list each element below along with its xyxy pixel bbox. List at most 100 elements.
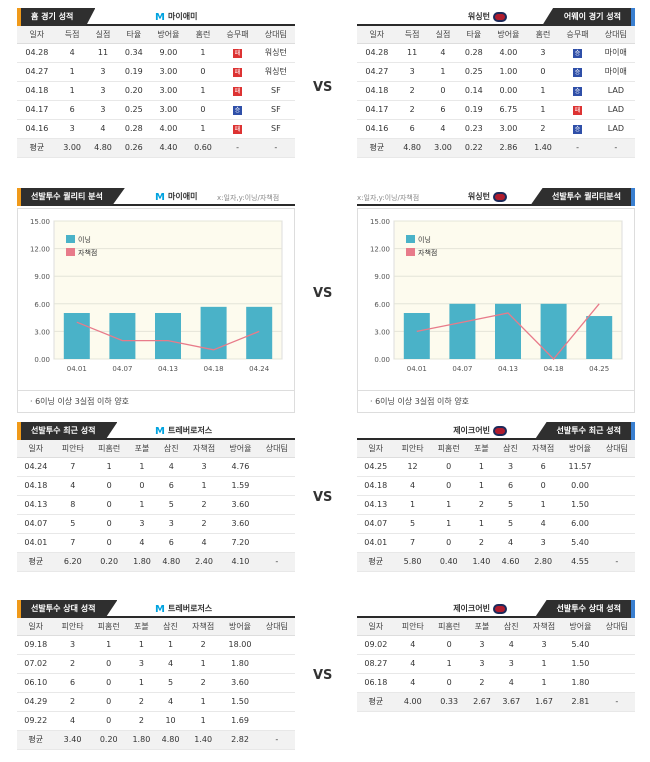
marlins-logo-icon: M (155, 191, 165, 203)
chart-note: · 6이닝 이상 3실점 이하 양호 (18, 390, 294, 412)
average-cell: - (598, 552, 635, 572)
column-header: 피안타 (54, 618, 91, 636)
table-cell: 04.13 (17, 495, 55, 515)
table-cell: 2 (185, 495, 223, 515)
legend-swatch-innings (406, 235, 415, 243)
table-cell: 4.00 (489, 43, 528, 63)
average-row: 평균 5.80 0.40 1.40 4.60 2.80 4.55- (357, 552, 635, 572)
average-cell: 1.40 (527, 138, 559, 158)
column-header: 승무패 (558, 26, 597, 44)
vs-label: VS (313, 668, 333, 683)
average-cell: 4.55 (561, 552, 599, 572)
table-cell: 6 (156, 533, 186, 553)
table-cell: 6.75 (489, 100, 528, 120)
home-record-panel: 홈 경기 성적 M 마이애미 일자 득점 실점 타율 방어율 홈런 승무패 상대팀 04.28 4 1… (17, 8, 295, 158)
column-header: 자책점 (525, 440, 562, 458)
table-cell: 1.80 (562, 673, 599, 693)
average-cell: 2.82 (221, 730, 259, 750)
loss-badge: 패 (233, 124, 243, 134)
vs-label: VS (313, 286, 333, 301)
table-cell: 7 (394, 533, 431, 553)
table-cell: 6 (54, 673, 91, 693)
average-cell: 4.80 (87, 138, 119, 158)
table-cell: 패 (558, 100, 597, 120)
table-cell: 0 (187, 100, 219, 120)
column-header: 홈런 (527, 26, 559, 44)
table-cell: 0 (90, 654, 127, 674)
column-header: 피홈런 (91, 440, 128, 458)
average-row: 평균 3.00 4.80 0.26 4.40 0.60- - (17, 138, 295, 158)
table-cell: 마이애 (596, 62, 635, 82)
column-header: 상대팀 (598, 618, 635, 636)
bar-innings (200, 306, 227, 359)
column-header: 삼진 (496, 618, 526, 636)
average-cell: - (258, 552, 295, 572)
table-cell: 패 (218, 81, 257, 101)
average-cell: 평균 (17, 138, 57, 158)
table-cell: 1 (525, 673, 563, 693)
table-cell: 2 (396, 81, 428, 101)
table-cell: 12 (394, 457, 431, 477)
x-tick-label: 04.13 (158, 365, 178, 373)
table-row: 09.02 4 0 3 4 3 5.40 (357, 635, 635, 655)
table-cell: 04.01 (357, 533, 395, 553)
table-cell: 3.00 (149, 81, 188, 101)
table-cell: 1.00 (489, 62, 528, 82)
table-cell: 04.28 (17, 43, 57, 63)
table-cell: 4.00 (149, 119, 188, 139)
table-row: 04.29 2 0 2 4 1 1.50 (17, 692, 295, 712)
section-title: 선발투수 상대 성적 (534, 600, 635, 618)
table-row: 04.18 2 0 0.14 0.00 1 승 LAD (357, 81, 635, 101)
column-header: 자책점 (185, 440, 223, 458)
table-cell: 0.28 (118, 119, 150, 139)
column-header: 방어율 (221, 618, 259, 636)
table-cell: 0 (427, 81, 459, 101)
table-cell (598, 476, 635, 496)
loss-badge: 패 (233, 86, 243, 96)
table-cell: 0.14 (458, 81, 490, 101)
table-cell: 04.16 (357, 119, 397, 139)
table-cell: 1 (56, 62, 88, 82)
table-cell: 1 (525, 495, 562, 515)
table-cell: 0.19 (118, 62, 150, 82)
table-cell: 2 (466, 495, 496, 515)
x-tick-label: 04.25 (589, 365, 609, 373)
table-cell: SF (256, 119, 295, 139)
table-cell: 0.00 (489, 81, 528, 101)
table-cell: 1 (466, 514, 496, 534)
table-row: 06.10 6 0 1 5 2 3.60 (17, 673, 295, 693)
table-cell: 0 (525, 476, 562, 496)
x-tick-label: 04.07 (452, 365, 472, 373)
table-cell: 4 (495, 533, 526, 553)
column-header: 피홈런 (431, 618, 468, 636)
table-cell: 0 (90, 711, 127, 731)
x-tick-label: 04.01 (407, 365, 427, 373)
legend-label: 자책점 (78, 248, 97, 257)
column-header: 일자 (357, 618, 395, 636)
column-header: 일자 (17, 26, 57, 44)
quality-chart-box: 0.00 3.00 6.00 9.00 12.00 15.00 04.01 04.07 04.1… (357, 208, 635, 413)
table-cell: 04.28 (357, 43, 397, 63)
column-header: 일자 (357, 440, 395, 458)
table-row: 04.01 7 0 2 4 3 5.40 (357, 533, 635, 553)
table-cell: 0 (431, 673, 468, 693)
table-cell (598, 457, 635, 477)
column-header: 삼진 (155, 618, 186, 636)
legend-label: 이닝 (418, 235, 431, 244)
table-cell: 4 (155, 692, 186, 712)
bar-innings (586, 316, 613, 359)
vs-label: VS (313, 490, 333, 505)
table-cell: 04.18 (357, 476, 395, 496)
average-cell: 0.22 (458, 138, 490, 158)
table-row: 04.07 5 1 1 5 4 6.00 (357, 514, 635, 534)
table-cell (598, 514, 635, 534)
section-title: 선발투수 상대 성적 (17, 600, 118, 618)
table-cell: 2 (185, 514, 223, 534)
legend-label: 이닝 (78, 235, 91, 244)
table-cell: 4 (54, 711, 91, 731)
average-cell: 0.40 (430, 552, 467, 572)
table-cell: 2 (467, 673, 497, 693)
line-earned-runs (76, 321, 260, 351)
table-row: 04.16 3 4 0.28 4.00 1 패 SF (17, 119, 295, 139)
table-cell: 0.23 (458, 119, 490, 139)
